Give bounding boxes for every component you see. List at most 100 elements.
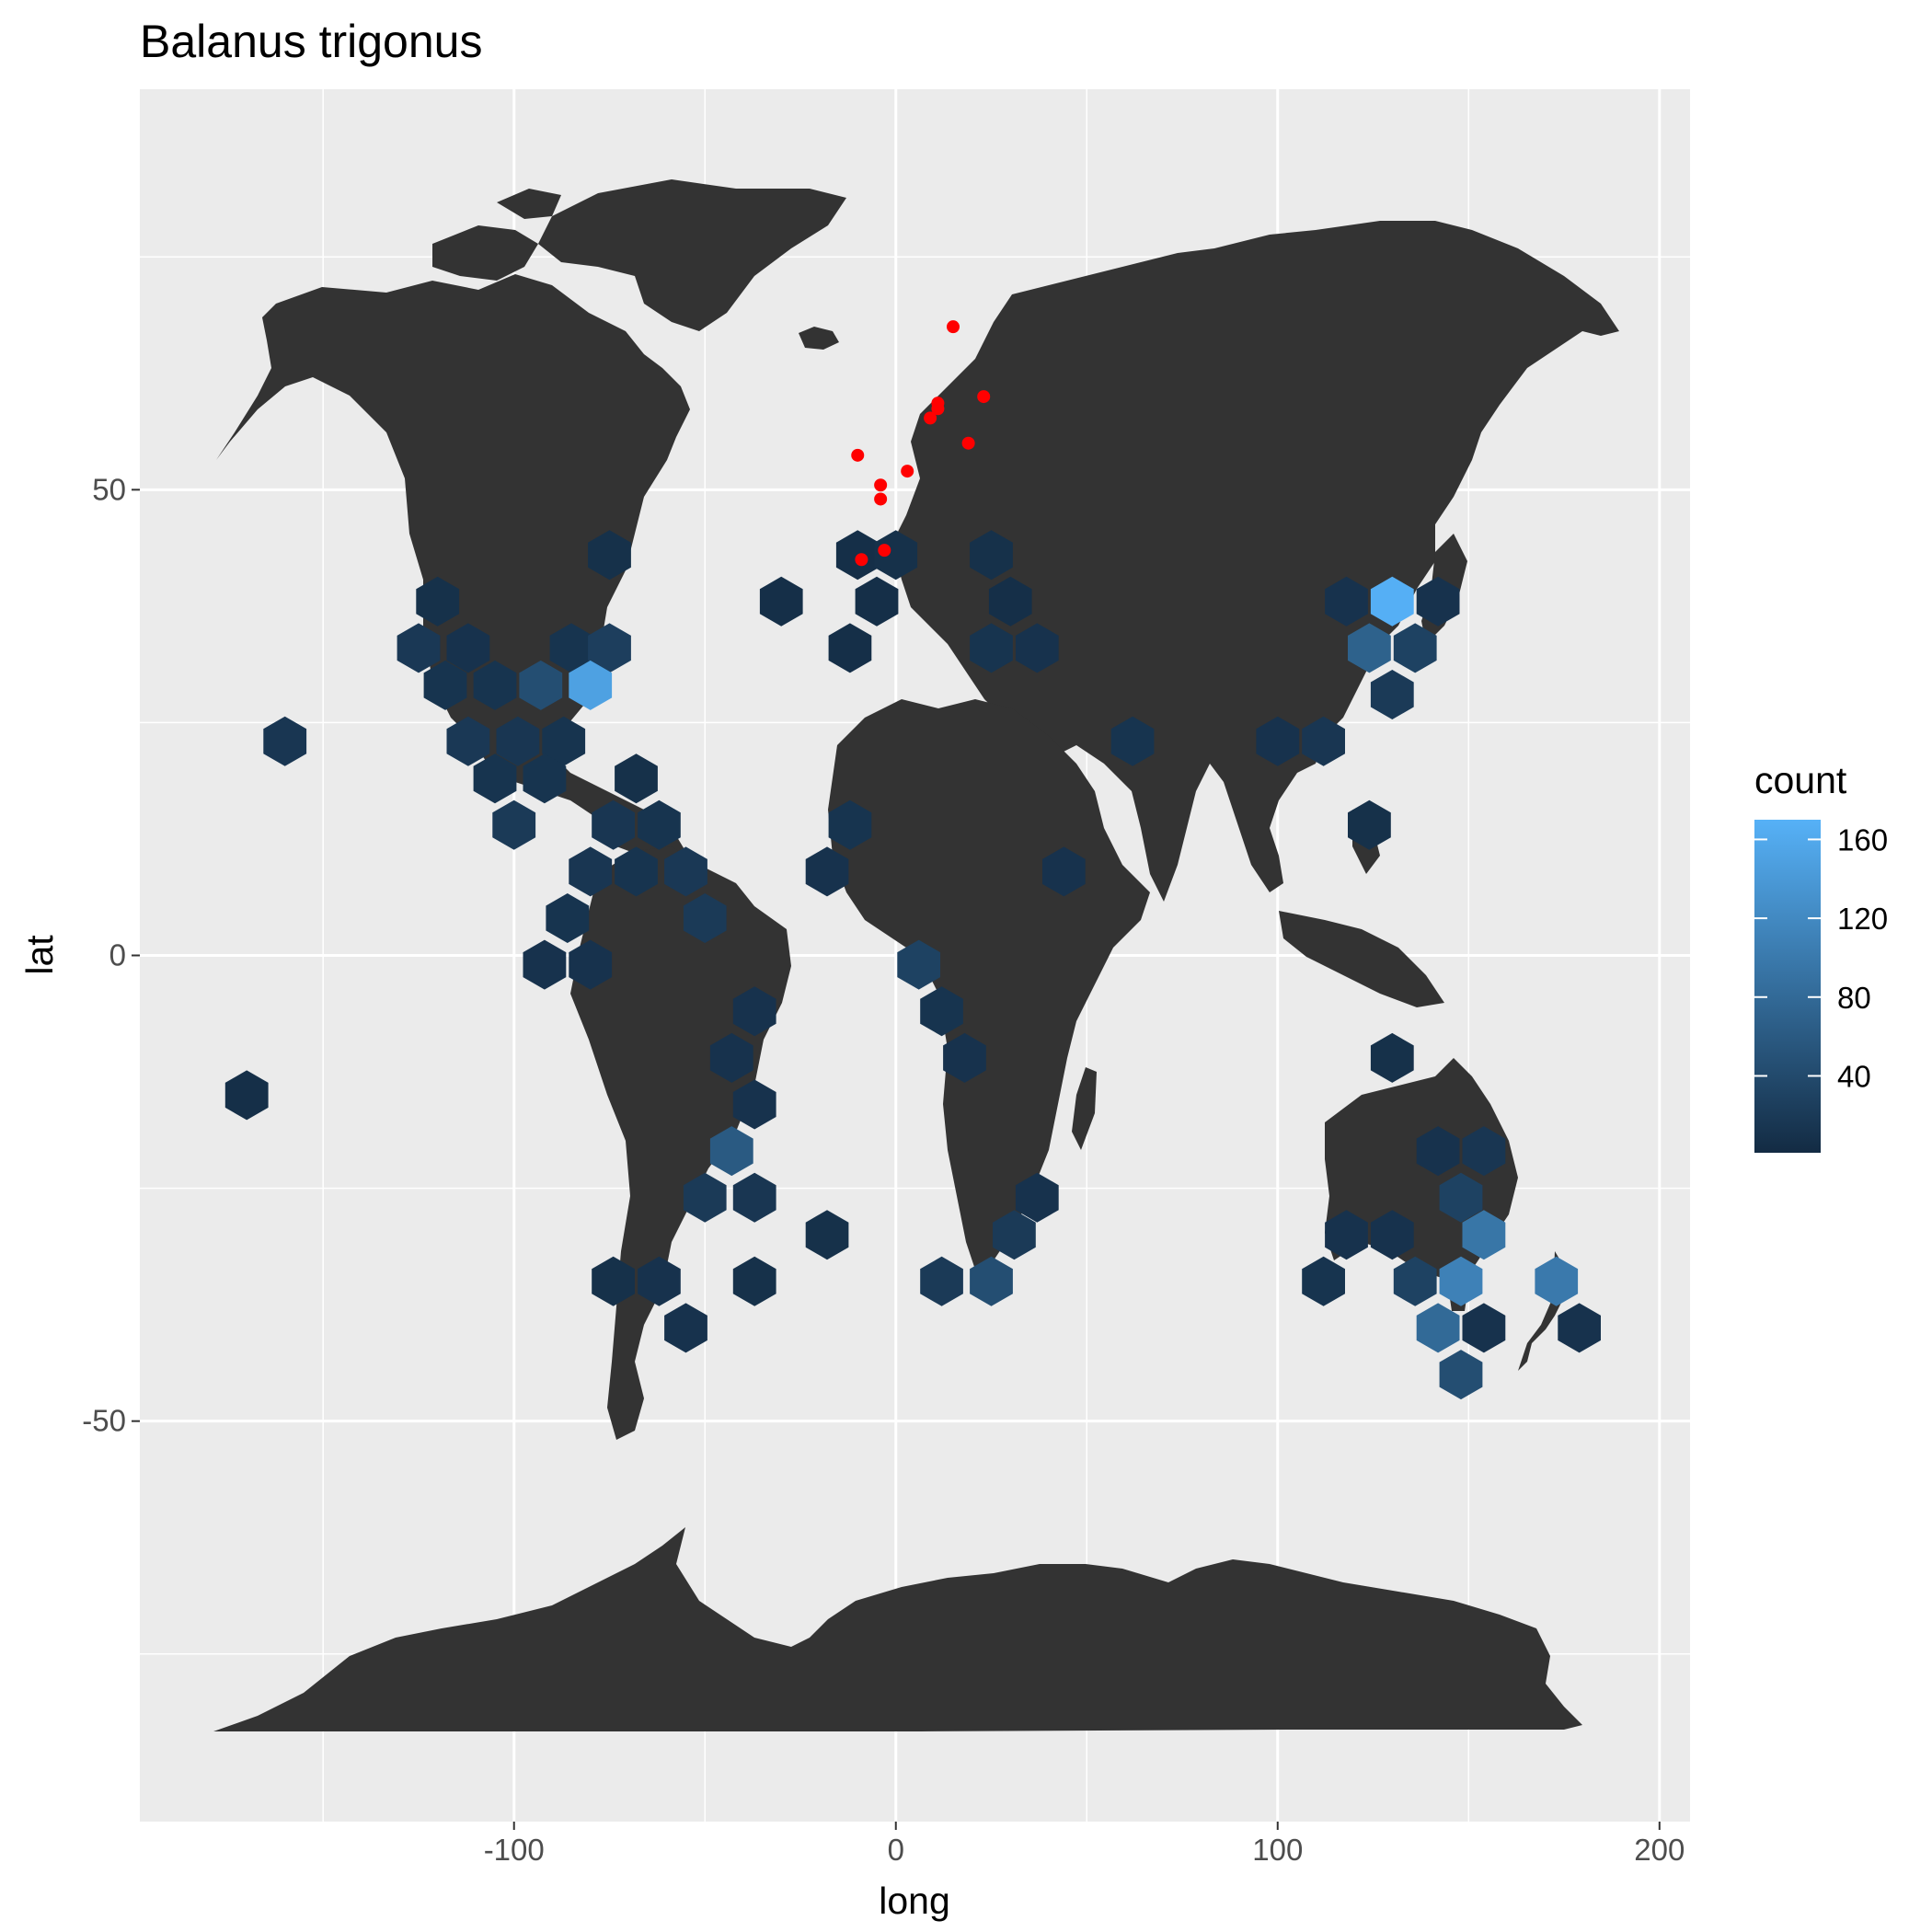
hexbin <box>920 986 963 1037</box>
hexbin <box>569 660 613 710</box>
hexbin <box>1416 576 1460 627</box>
hexbin <box>874 530 918 581</box>
hexbin <box>828 799 872 850</box>
y-tick-label: 0 <box>109 938 126 972</box>
hexbin <box>523 753 567 804</box>
hexbin <box>683 893 727 943</box>
hexbin <box>546 893 590 943</box>
occurrence-point <box>878 544 891 558</box>
hexbin <box>759 576 803 627</box>
hexbin <box>1370 1032 1414 1083</box>
hexbin <box>496 716 540 766</box>
y-axis: -50 0 50 <box>82 472 140 1438</box>
hexbin <box>970 623 1013 673</box>
hexbin <box>588 530 631 581</box>
hexbin <box>519 660 563 710</box>
legend-label: 80 <box>1837 981 1871 1015</box>
hexbin <box>1015 1172 1059 1223</box>
landmass-iceland <box>799 327 839 350</box>
hexbin <box>446 716 490 766</box>
hexbin <box>569 939 613 990</box>
hexbin <box>1256 716 1300 766</box>
hexbin <box>828 623 872 673</box>
legend-label: 120 <box>1837 902 1888 936</box>
landmass-north-america <box>216 274 690 860</box>
hexbin <box>1370 1210 1414 1260</box>
x-tick-label: 100 <box>1252 1833 1303 1867</box>
occurrence-points <box>851 320 991 567</box>
hexbin <box>732 1172 776 1223</box>
hexbin <box>1535 1256 1579 1306</box>
hexbin <box>1439 1256 1483 1306</box>
occurrence-point <box>931 402 945 416</box>
hexbin <box>970 530 1013 581</box>
hexbin <box>1370 576 1414 627</box>
hexbin <box>1015 623 1059 673</box>
hexbin <box>638 1256 681 1306</box>
hexbin <box>805 846 849 897</box>
occurrence-point <box>874 492 888 506</box>
hexbin <box>709 1126 753 1177</box>
occurrence-point <box>977 390 991 404</box>
hexbin <box>592 799 635 850</box>
hexbin <box>416 576 460 627</box>
hexbin <box>1393 1256 1437 1306</box>
hexbin <box>1439 1172 1483 1223</box>
legend-label: 40 <box>1837 1059 1871 1093</box>
hexbin <box>615 846 658 897</box>
y-tick-label: 50 <box>92 472 126 506</box>
legend-colorbar <box>1754 820 1821 1153</box>
hexbin <box>855 576 899 627</box>
landmass-arctic-islands <box>432 189 561 281</box>
landmass-madagascar <box>1072 1067 1097 1150</box>
hexbin <box>542 716 586 766</box>
hexbin <box>1462 1303 1506 1353</box>
hexbin <box>732 1256 776 1306</box>
hexbin <box>1393 623 1437 673</box>
hexbin <box>1558 1303 1601 1353</box>
hexbin <box>492 799 536 850</box>
hexbin <box>993 1210 1036 1260</box>
hexbin <box>988 576 1032 627</box>
hexbin <box>473 660 517 710</box>
hexbin <box>709 1032 753 1083</box>
hexbin <box>588 623 631 673</box>
hexbin <box>638 799 681 850</box>
hexbin <box>1302 1256 1345 1306</box>
landmass-southeast-asia <box>1279 810 1444 1007</box>
hexbin <box>615 753 658 804</box>
x-tick-label: 200 <box>1634 1833 1685 1867</box>
occurrence-point <box>851 448 865 462</box>
hexbin <box>1302 716 1345 766</box>
color-legend: count 160 120 80 40 <box>1754 759 1888 1153</box>
occurrence-point <box>855 553 868 567</box>
hexbin <box>1348 623 1391 673</box>
hexbin <box>1325 576 1368 627</box>
x-axis: -100 0 100 200 <box>484 1822 1685 1867</box>
hexbin <box>1042 846 1086 897</box>
x-axis-title: long <box>879 1880 950 1922</box>
hexbin <box>683 1172 727 1223</box>
hexbin <box>446 623 490 673</box>
hexbin <box>732 986 776 1037</box>
hexbin <box>664 846 707 897</box>
occurrence-point <box>961 436 975 450</box>
hexbin <box>1110 716 1155 766</box>
hexbin <box>920 1256 963 1306</box>
hexbin <box>1370 670 1414 719</box>
occurrence-point <box>924 411 937 425</box>
hexbin <box>943 1032 986 1083</box>
hexbin <box>397 623 441 673</box>
landmass-eurasia <box>892 221 1619 902</box>
y-tick-label: -50 <box>82 1404 126 1438</box>
occurrence-point <box>874 478 888 492</box>
hexbin <box>473 753 517 804</box>
hexbin <box>897 939 940 990</box>
landmass-africa <box>828 699 1150 1270</box>
hexbin-layer <box>224 530 1601 1400</box>
hexbin <box>732 1079 776 1130</box>
legend-label: 160 <box>1837 822 1888 857</box>
hexbin <box>523 939 567 990</box>
hexbin <box>1325 1210 1368 1260</box>
